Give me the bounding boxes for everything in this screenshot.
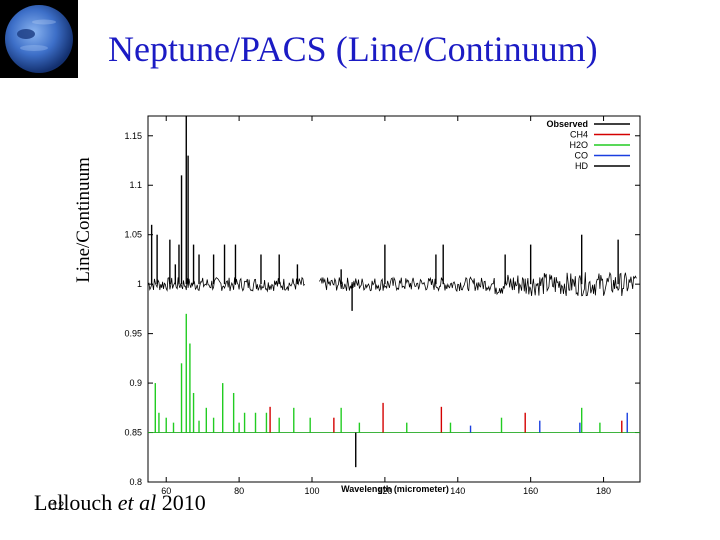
legend-label: HD — [575, 161, 588, 171]
x-tick-label: 180 — [596, 486, 611, 496]
x-tick-label: 120 — [377, 486, 392, 496]
neptune-icon — [0, 0, 78, 78]
x-tick-label: 80 — [234, 486, 244, 496]
legend-label: CO — [575, 151, 589, 161]
y-tick-label: 0.85 — [124, 428, 142, 438]
legend-label: Observed — [546, 119, 588, 129]
y-tick-label: 1 — [137, 279, 142, 289]
y-tick-label: 0.8 — [129, 477, 142, 487]
y-tick-label: 1.05 — [124, 230, 142, 240]
plot-frame — [147, 115, 641, 483]
observed-continuum-segment — [318, 271, 637, 297]
citation-author: Lellouch — [34, 490, 118, 515]
page-number: 12 — [52, 500, 65, 512]
y-tick-label: 0.9 — [129, 378, 142, 388]
citation: Lellouch et al 2010 — [34, 490, 206, 516]
y-axis-label: Line/Continuum — [73, 157, 94, 283]
x-axis-label: Wavelength (micrometer) — [341, 484, 449, 494]
x-tick-label: 140 — [450, 486, 465, 496]
chart-area: 0.8 0.85 0.9 0.95 1 1.05 1.1 1.15 60 80 100 120 140 1… — [110, 108, 650, 498]
neptune-image — [0, 0, 78, 78]
spectrum-chart: 0.8 0.85 0.9 0.95 1 1.05 1.1 1.15 60 80 100 120 140 1… — [124, 115, 641, 496]
citation-year: 2010 — [156, 490, 206, 515]
legend-label: H2O — [569, 140, 588, 150]
y-tick-label: 0.95 — [124, 329, 142, 339]
slide-title: Neptune/PACS (Line/Continuum) — [108, 29, 598, 69]
citation-etal: et al — [117, 490, 157, 515]
x-tick-label: 100 — [304, 486, 319, 496]
y-tick-label: 1.1 — [129, 180, 142, 190]
x-tick-label: 60 — [161, 486, 171, 496]
legend-label: CH4 — [570, 130, 588, 140]
y-axis-label-area: Line/Continuum — [64, 90, 104, 350]
y-tick-label: 1.15 — [124, 131, 142, 141]
x-tick-label: 160 — [523, 486, 538, 496]
